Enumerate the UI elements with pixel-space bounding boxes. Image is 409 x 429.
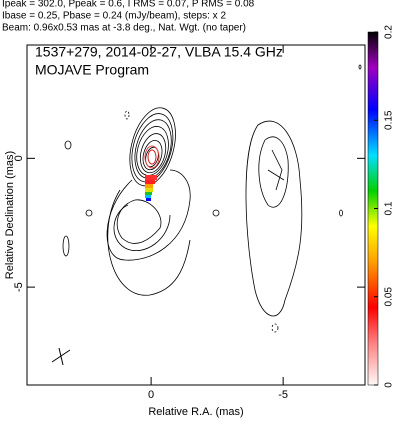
x-tick-label: 0 bbox=[148, 389, 154, 401]
header-line: Ipeak = 302.0, Ppeak = 0.6, I RMS = 0.07… bbox=[2, 0, 255, 10]
colorbar-tick-label: 0.15 bbox=[384, 110, 395, 130]
header-line: Beam: 0.96x0.53 mas at -3.8 deg., Nat. W… bbox=[2, 23, 246, 34]
x-axis-label: Relative R.A. (mas) bbox=[148, 406, 243, 418]
contours bbox=[51, 64, 362, 366]
x-tick-label: -5 bbox=[278, 389, 288, 401]
map-subtitle: MOJAVE Program bbox=[35, 62, 149, 78]
colorbar-tick-label: 0.2 bbox=[384, 25, 395, 39]
plot-frame bbox=[26, 44, 366, 386]
colorbar-tick-label: 0.05 bbox=[384, 287, 395, 307]
y-tick-label: 0 bbox=[13, 155, 25, 161]
colorbar-tick-label: 0.1 bbox=[384, 201, 395, 215]
map-title: 1537+279, 2014-02-27, VLBA 15.4 GHz bbox=[35, 44, 283, 60]
header-line: Ibase = 0.25, Pbase = 0.24 (mJy/beam), s… bbox=[2, 11, 226, 22]
colorbar-tick-label: 0 bbox=[384, 382, 395, 388]
y-tick-label: -5 bbox=[13, 282, 25, 292]
y-axis-label: Relative Declination (mas) bbox=[4, 151, 16, 279]
